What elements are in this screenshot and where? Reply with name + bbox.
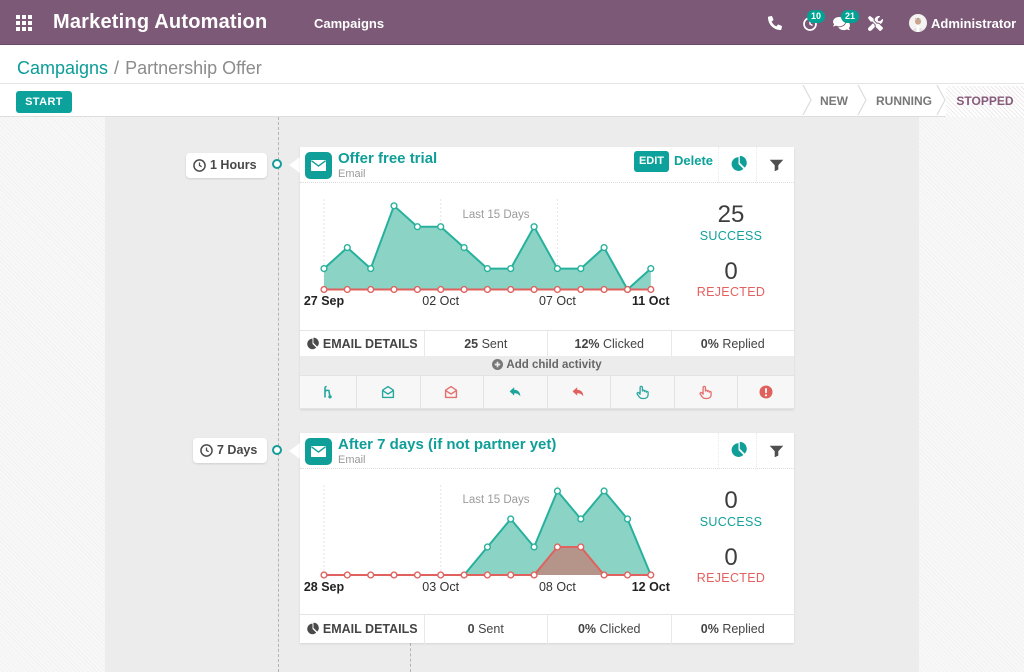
svg-text:08 Oct: 08 Oct: [539, 580, 576, 594]
svg-text:12 Oct: 12 Oct: [632, 580, 671, 594]
svg-text:02 Oct: 02 Oct: [422, 294, 459, 308]
svg-text:03 Oct: 03 Oct: [422, 580, 459, 594]
svg-text:28 Sep: 28 Sep: [304, 580, 345, 594]
svg-text:11 Oct: 11 Oct: [632, 294, 670, 308]
svg-text:Last 15 Days: Last 15 Days: [462, 494, 529, 506]
svg-text:07 Oct: 07 Oct: [539, 294, 576, 308]
svg-text:27 Sep: 27 Sep: [304, 294, 345, 308]
svg-text:Last 15 Days: Last 15 Days: [462, 209, 529, 221]
